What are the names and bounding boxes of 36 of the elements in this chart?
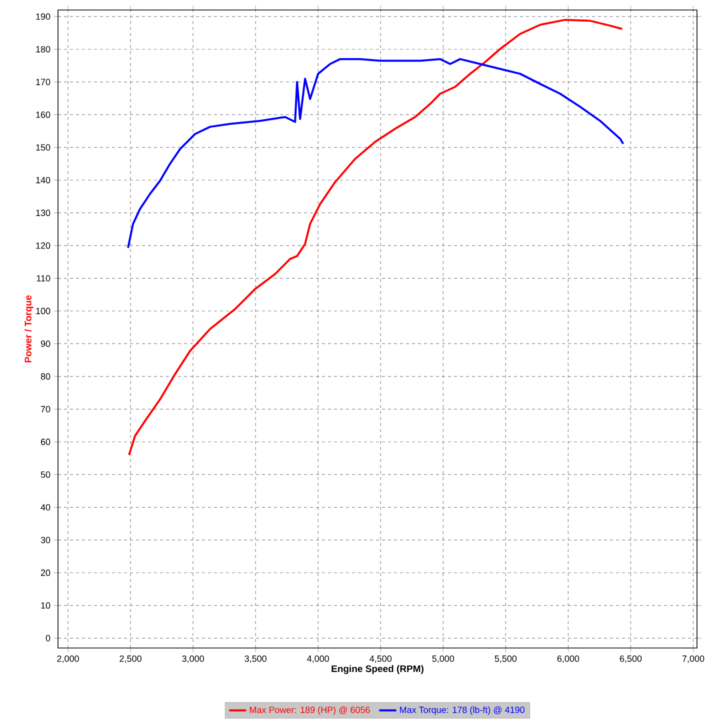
y-tick-label: 80: [40, 373, 50, 380]
y-tick-label: 40: [40, 504, 50, 510]
x-tick-label: 4,000: [307, 655, 330, 663]
x-tick-label: 5,000: [432, 655, 454, 663]
y-axis-title: Power / Torque: [24, 295, 34, 362]
x-tick-label: 2,500: [120, 655, 142, 663]
y-tick-label: 100: [36, 308, 50, 314]
y-tick-label: 90: [40, 340, 50, 347]
y-tick-label: 60: [40, 438, 50, 446]
x-axis-title: Engine Speed (RPM): [332, 665, 424, 674]
x-tick-label: 5,500: [494, 655, 517, 663]
y-tick-label: 170: [36, 78, 50, 86]
line-series: [128, 18, 624, 456]
y-tick-label: 190: [36, 13, 50, 20]
x-tick-label: 6,500: [620, 655, 642, 663]
y-tick-label: 110: [36, 275, 50, 282]
y-tick-label: 140: [36, 176, 50, 184]
y-tick-label: 70: [40, 406, 50, 412]
x-tick-label: 2,000: [57, 655, 79, 663]
y-tick-label: 50: [40, 471, 50, 478]
legend-label: Max Power: 189 (HP) @ 6056: [250, 706, 370, 715]
y-tick-label: 160: [36, 112, 50, 118]
x-tick-label: 7,000: [682, 655, 704, 663]
y-tick-label: 30: [40, 536, 50, 544]
y-tick-label: 120: [36, 242, 50, 249]
y-tick-label: 0: [46, 634, 50, 642]
y-tick-label: 130: [36, 210, 50, 216]
x-tick-label: 3,000: [182, 655, 204, 663]
x-tick-label: 4,500: [370, 655, 392, 663]
y-tick-label: 10: [41, 602, 50, 609]
y-tick-label: 20: [40, 570, 50, 576]
y-tick-label: 150: [36, 144, 50, 151]
x-tick-label: 6,000: [557, 655, 580, 663]
y-tick-label: 180: [36, 46, 50, 52]
x-tick-label: 3,500: [244, 655, 266, 663]
legend-label: Max Torque: 178 (lb-ft) @ 4190: [400, 706, 524, 715]
